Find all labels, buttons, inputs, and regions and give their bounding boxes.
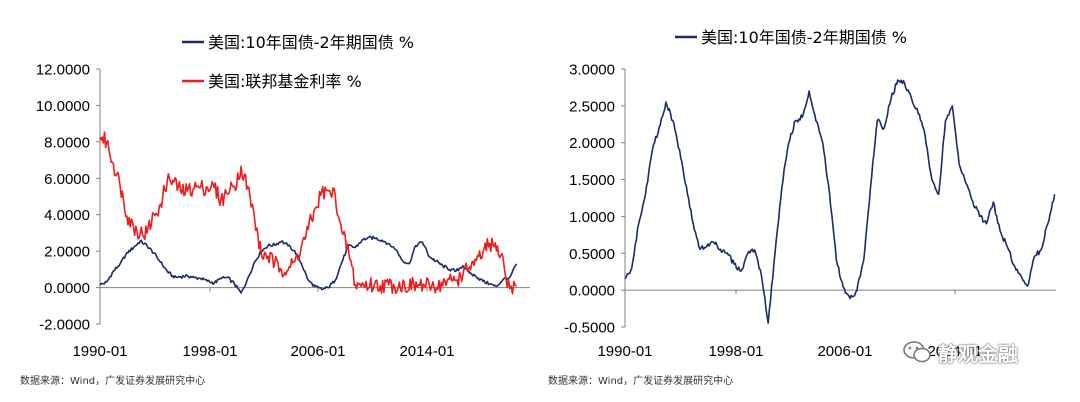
series-line-2	[99, 131, 518, 295]
y-tick-label: -0.5000	[564, 320, 615, 337]
legend-label-1: 美国:10年国债-2年期国债 %	[701, 28, 907, 47]
y-tick-label: 0.5000	[569, 246, 615, 263]
y-tick-label: 12.0000	[36, 62, 90, 79]
x-tick-label: 1998-01	[182, 343, 237, 360]
y-tick-label: 2.0000	[569, 135, 615, 152]
series-line-1	[99, 235, 518, 294]
source-note-left: 数据来源：Wind，广发证券发展研究中心	[20, 376, 206, 387]
wechat-icon	[903, 341, 931, 363]
y-tick-label: -2.0000	[39, 317, 90, 334]
watermark-text: 静观金融	[938, 341, 1018, 366]
legend-label-1: 美国:10年国债-2年期国债 %	[208, 33, 414, 52]
y-tick-label: 0.0000	[44, 280, 90, 297]
x-tick-label: 1998-01	[708, 343, 763, 360]
x-tick-label: 1990-01	[597, 343, 652, 360]
watermark: 静观金融	[902, 334, 1018, 370]
x-tick-label: 2014-01	[399, 343, 454, 360]
x-tick-label: 2006-01	[290, 343, 345, 360]
x-tick-label: 1990-01	[72, 343, 127, 360]
series-line-1	[624, 79, 1056, 324]
y-tick-label: 4.0000	[44, 207, 90, 224]
source-note-right: 数据来源：Wind，广发证券发展研究中心	[548, 376, 734, 387]
chart-2: 3.0000 2.5000 2.0000 1.5000 1.0000 0.5000 0.00…	[564, 28, 1056, 360]
y-tick-label: 1.5000	[569, 172, 615, 189]
y-tick-label: 0.0000	[569, 283, 615, 300]
y-tick-label: 1.0000	[569, 209, 615, 226]
y-tick-label: 10.0000	[36, 98, 90, 115]
legend-label-2: 美国:联邦基金利率 %	[208, 72, 362, 91]
chart-1: 12.0000 10.0000 8.0000 6.0000 4.0000 2.0000 0.…	[36, 33, 530, 360]
y-tick-label: 6.0000	[44, 171, 90, 188]
y-tick-label: 2.0000	[44, 244, 90, 261]
x-tick-label: 2006-01	[817, 343, 872, 360]
y-tick-label: 8.0000	[44, 134, 90, 151]
x-tick-label: 2014-01	[927, 343, 982, 360]
y-tick-label: 2.5000	[569, 98, 615, 115]
y-tick-label: 3.0000	[569, 62, 615, 79]
